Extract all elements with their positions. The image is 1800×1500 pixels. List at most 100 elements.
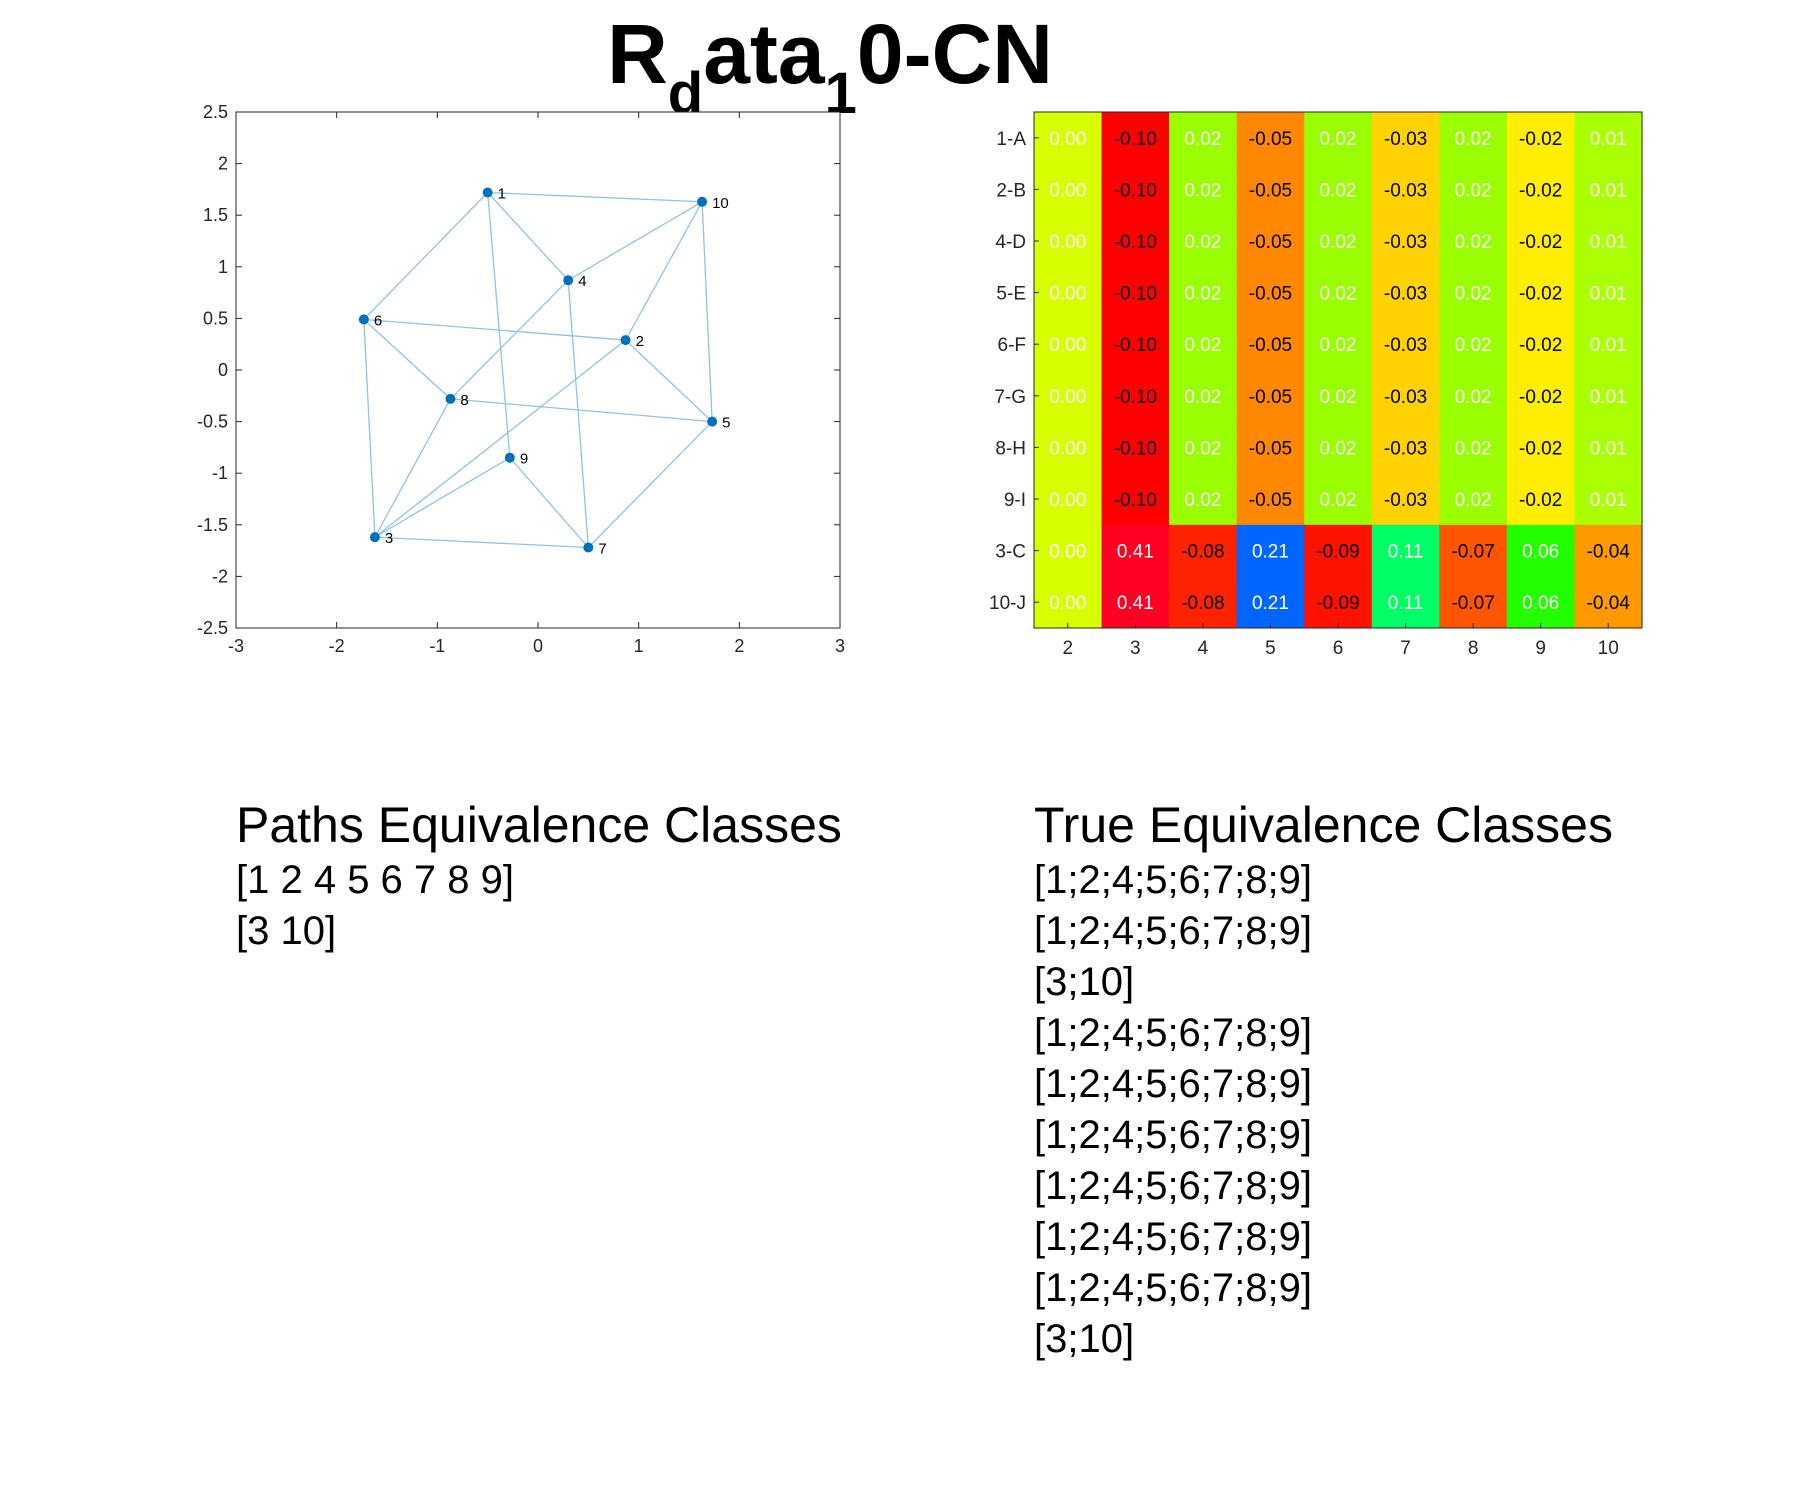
graph-node bbox=[583, 542, 594, 553]
heatmap-cell-label: -0.03 bbox=[1384, 284, 1427, 305]
heatmap-cell-label: -0.02 bbox=[1519, 490, 1562, 511]
graph-edge bbox=[567, 201, 703, 281]
heatmap-cell-label: -0.03 bbox=[1384, 490, 1427, 511]
heatmap-cell-label: 0.02 bbox=[1320, 129, 1357, 150]
x-tick-label: 0 bbox=[533, 636, 543, 656]
heatmap-cell-label: 0.00 bbox=[1049, 284, 1086, 305]
paths-equivalence-list: [1 2 4 5 6 7 8 9] [3 10] bbox=[236, 855, 842, 957]
heatmap-cell-label: -0.09 bbox=[1316, 542, 1359, 563]
heatmap-cell bbox=[1034, 215, 1103, 268]
heatmap-cell bbox=[1574, 421, 1643, 474]
heatmap-cell-label: 0.02 bbox=[1455, 180, 1492, 201]
graph-edge bbox=[587, 421, 713, 548]
heatmap-cell-label: 0.00 bbox=[1049, 335, 1086, 356]
heatmap-cell-label: 0.02 bbox=[1320, 387, 1357, 408]
heatmap-cell bbox=[1371, 524, 1440, 577]
graph-node-label: 2 bbox=[636, 333, 644, 350]
scatter-axes-box bbox=[235, 111, 841, 629]
graph-edge bbox=[701, 201, 713, 422]
heatmap-cell bbox=[1304, 266, 1373, 319]
heatmap-cell bbox=[1574, 473, 1643, 526]
graph-node-label: 5 bbox=[722, 415, 730, 432]
heatmap-cell-label: 0.00 bbox=[1049, 387, 1086, 408]
graph-node bbox=[707, 416, 718, 427]
heatmap-cell bbox=[1304, 421, 1373, 474]
heatmap-cell-label: 0.21 bbox=[1252, 593, 1289, 614]
heatmap-cell-label: -0.10 bbox=[1114, 129, 1157, 150]
heatmap-row-label: 5-E bbox=[996, 284, 1026, 305]
heatmap-cell bbox=[1371, 163, 1440, 216]
graph-node bbox=[445, 393, 456, 404]
heatmap-cell bbox=[1034, 473, 1103, 526]
graph-node-label: 7 bbox=[598, 541, 606, 558]
heatmap-cell-label: 0.01 bbox=[1590, 335, 1627, 356]
true-class-item: [1;2;4;5;6;7;8;9] bbox=[1034, 1011, 1312, 1055]
heatmap-cell-label: -0.02 bbox=[1519, 387, 1562, 408]
heatmap-column-label: 5 bbox=[1265, 638, 1276, 659]
heatmap-column-label: 10 bbox=[1598, 638, 1619, 659]
heatmap-cell bbox=[1101, 473, 1170, 526]
heatmap-cell bbox=[1371, 370, 1440, 423]
heatmap-cell-label: 0.02 bbox=[1455, 438, 1492, 459]
heatmap-cell bbox=[1101, 163, 1170, 216]
heatmap-cell bbox=[1574, 576, 1643, 629]
heatmap-cell-label: -0.04 bbox=[1587, 542, 1631, 563]
heatmap-cell-label: 0.02 bbox=[1320, 438, 1357, 459]
graph-edge bbox=[487, 192, 569, 281]
heatmap-cell-label: 0.02 bbox=[1455, 232, 1492, 253]
y-tick-label: 1.5 bbox=[203, 205, 228, 225]
graph-edge bbox=[625, 201, 703, 341]
heatmap-cell bbox=[1304, 473, 1373, 526]
true-class-item: [3;10] bbox=[1034, 960, 1135, 1004]
heatmap-cell bbox=[1439, 421, 1508, 474]
heatmap-cell-label: -0.03 bbox=[1384, 387, 1427, 408]
heatmap-cell bbox=[1169, 318, 1238, 371]
title-main: R bbox=[607, 7, 668, 101]
heatmap-cell-label: 0.02 bbox=[1320, 232, 1357, 253]
y-tick-label: 0 bbox=[218, 360, 228, 380]
heatmap-cell-label: -0.05 bbox=[1249, 438, 1292, 459]
graph-node bbox=[369, 532, 380, 543]
graph-edge bbox=[374, 536, 589, 549]
heatmap-cell bbox=[1101, 524, 1170, 577]
heatmap-cell-label: -0.04 bbox=[1587, 593, 1631, 614]
graph-edge bbox=[449, 279, 569, 400]
heatmap-cell bbox=[1371, 266, 1440, 319]
x-tick-label: 1 bbox=[634, 636, 644, 656]
heatmap-cell-label: 0.00 bbox=[1049, 490, 1086, 511]
paths-equivalence-section: Paths Equivalence Classes [1 2 4 5 6 7 8… bbox=[236, 795, 842, 957]
heatmap-cell bbox=[1371, 318, 1440, 371]
heatmap-cell-label: -0.05 bbox=[1249, 387, 1292, 408]
heatmap-cell bbox=[1439, 473, 1508, 526]
heatmap-cell bbox=[1506, 473, 1575, 526]
heatmap-cell bbox=[1169, 421, 1238, 474]
heatmap-cell bbox=[1169, 473, 1238, 526]
paths-equivalence-heading: Paths Equivalence Classes bbox=[236, 797, 842, 853]
heatmap-chart: 0.00 -0.10 0.02 -0.05 0.02 -0.03 0.02 -0.02 0.01… bbox=[989, 111, 1643, 659]
graph-node-label: 1 bbox=[498, 185, 506, 202]
heatmap-cell-label: 0.02 bbox=[1184, 387, 1221, 408]
true-class-item: [1;2;4;5;6;7;8;9] bbox=[1034, 1113, 1312, 1157]
true-equivalence-heading: True Equivalence Classes bbox=[1034, 797, 1613, 853]
heatmap-cell-label: 0.02 bbox=[1184, 180, 1221, 201]
y-tick-label: 2 bbox=[218, 154, 228, 174]
heatmap-cell-label: -0.08 bbox=[1181, 542, 1224, 563]
heatmap-cell-label: 0.02 bbox=[1184, 129, 1221, 150]
heatmap-cell bbox=[1304, 215, 1373, 268]
graph-node bbox=[620, 335, 631, 346]
heatmap-cell-label: 0.41 bbox=[1117, 542, 1154, 563]
heatmap-column-label: 4 bbox=[1198, 638, 1209, 659]
heatmap-cell bbox=[1169, 524, 1238, 577]
heatmap-cell bbox=[1574, 370, 1643, 423]
heatmap-cell bbox=[1506, 163, 1575, 216]
heatmap-cell-label: -0.05 bbox=[1249, 232, 1292, 253]
heatmap-cell bbox=[1371, 215, 1440, 268]
true-class-item: [1;2;4;5;6;7;8;9] bbox=[1034, 1062, 1312, 1106]
heatmap-cell bbox=[1101, 318, 1170, 371]
graph-node bbox=[358, 314, 369, 325]
heatmap-cell bbox=[1236, 112, 1305, 165]
true-class-item: [1;2;4;5;6;7;8;9] bbox=[1034, 1215, 1312, 1259]
heatmap-cell-label: 0.02 bbox=[1184, 284, 1221, 305]
page-title: Rdata10-CN bbox=[0, 4, 1660, 123]
heatmap-cell bbox=[1236, 473, 1305, 526]
